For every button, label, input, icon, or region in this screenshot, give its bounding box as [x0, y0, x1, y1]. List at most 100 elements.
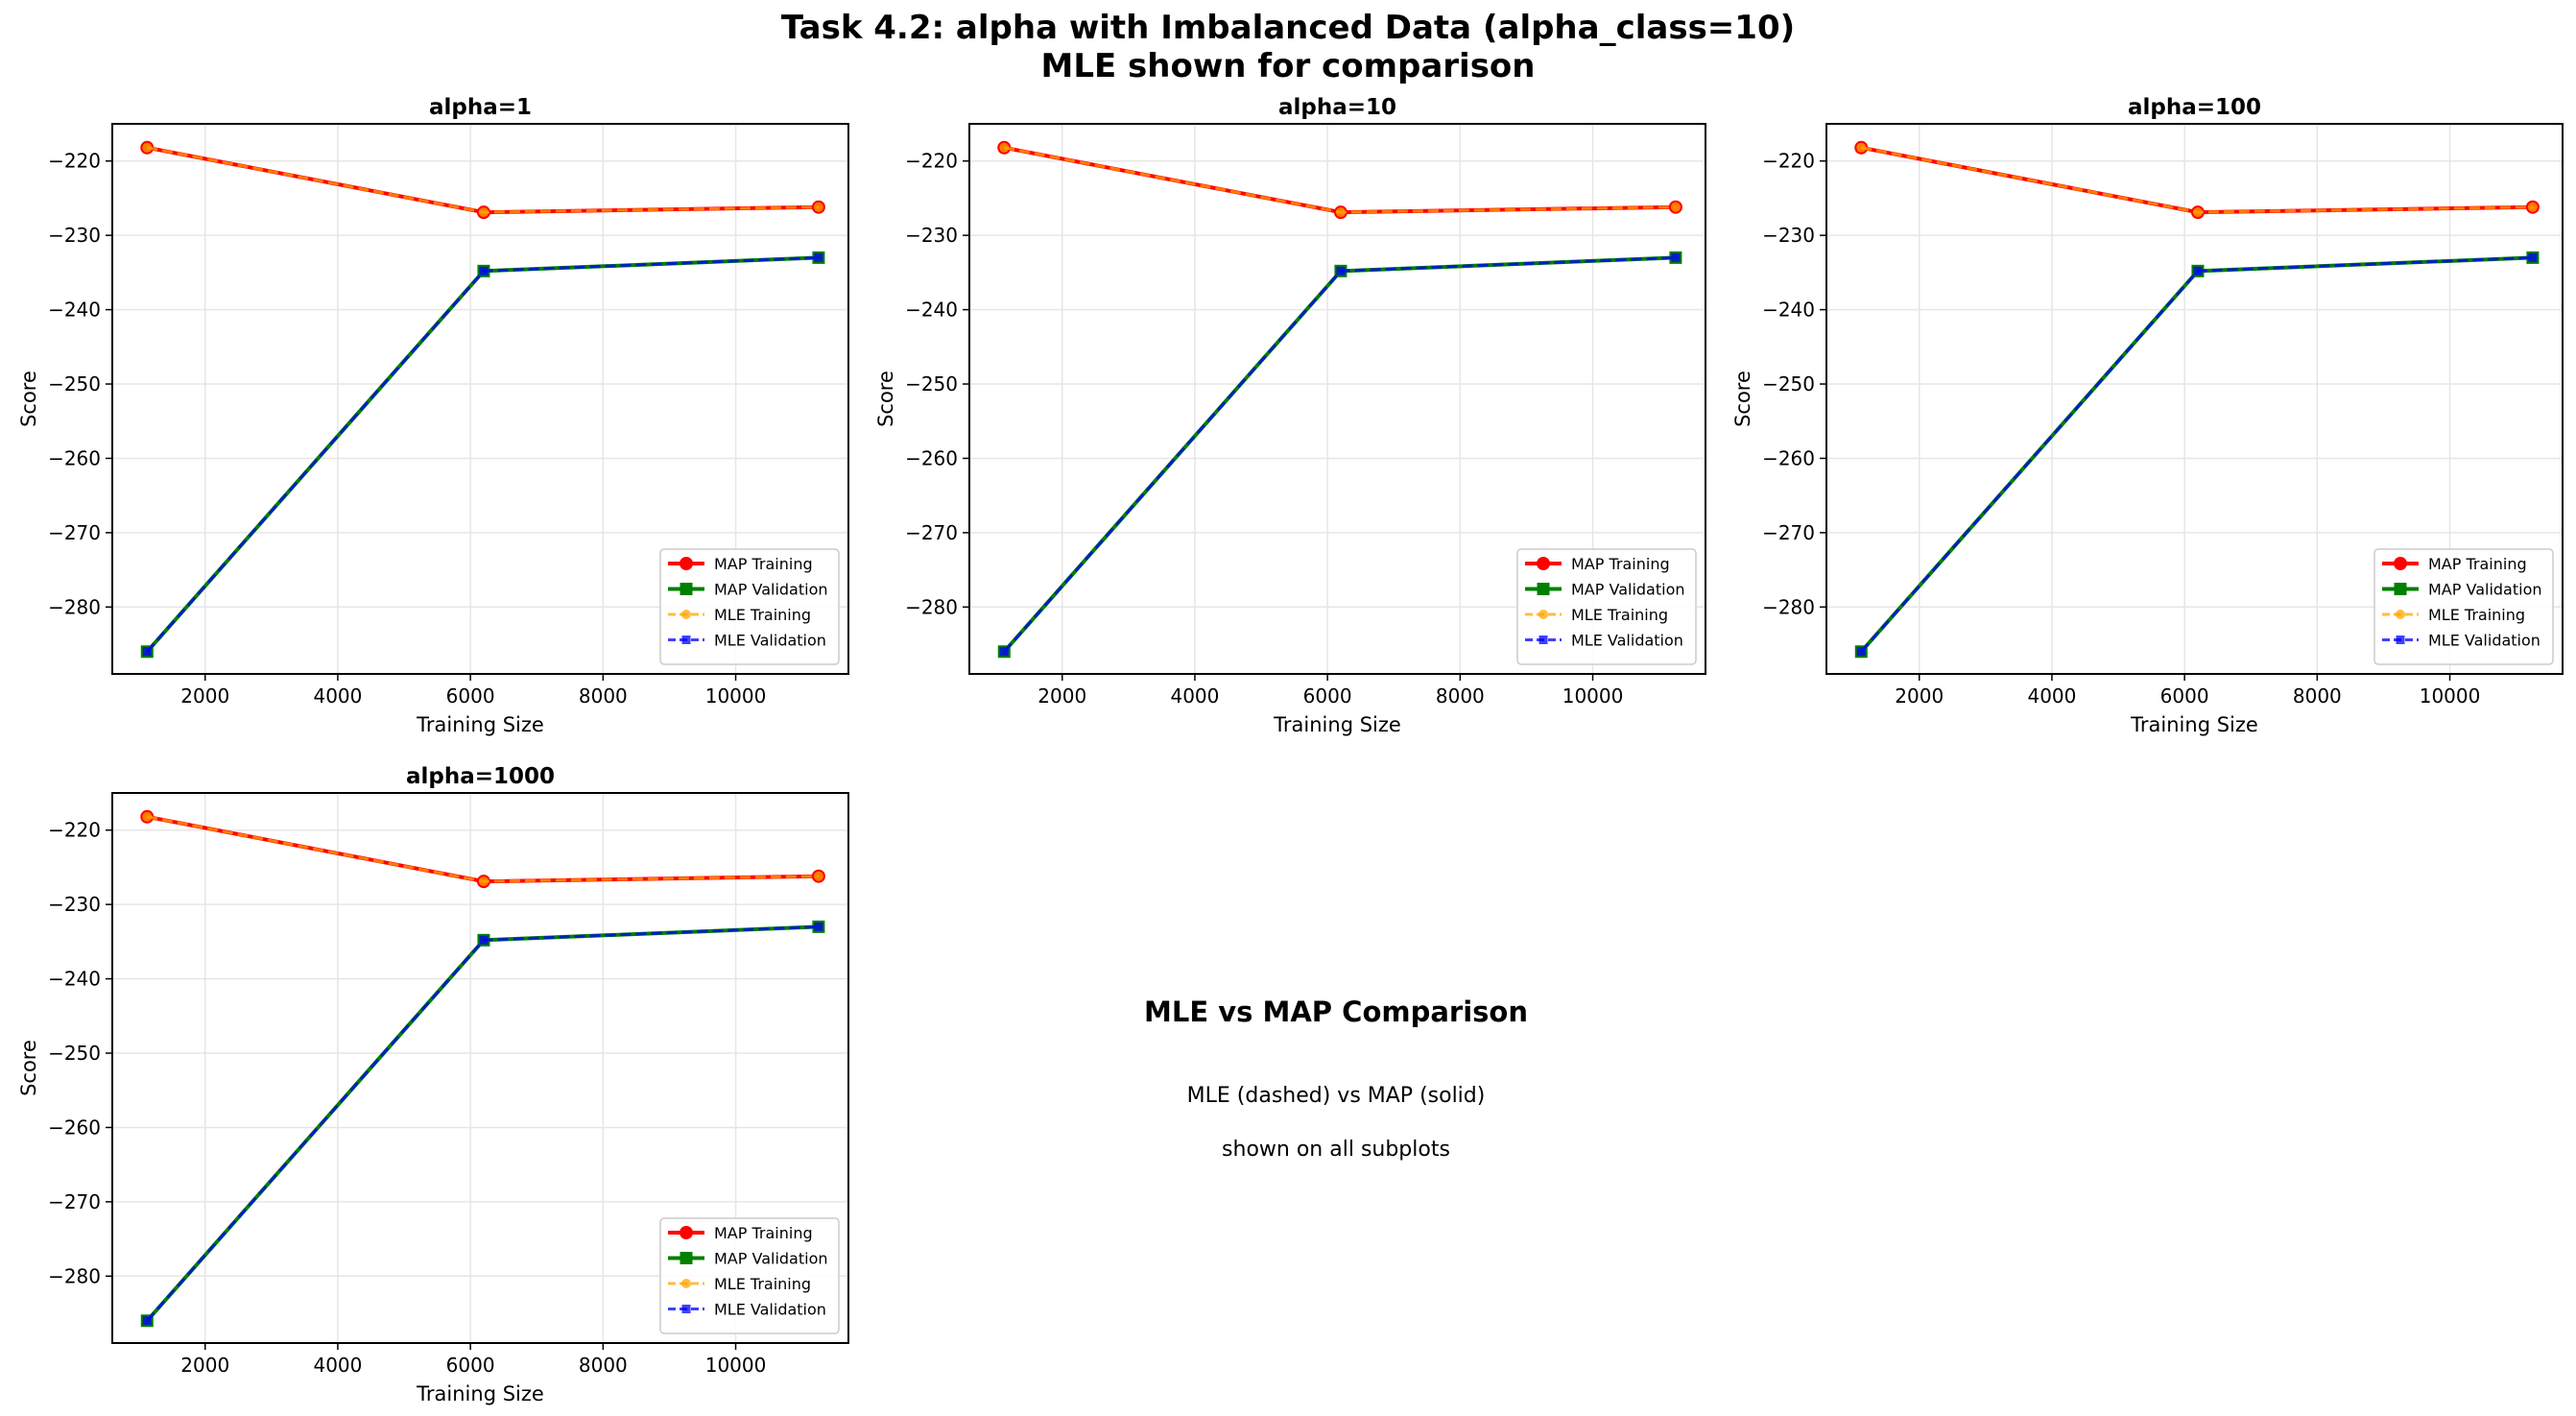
data-point-mle-validation — [2193, 266, 2203, 276]
legend-label-map-training: MAP Training — [714, 1224, 813, 1242]
figure-subtitle: MLE shown for comparison — [1040, 47, 1535, 85]
subplot-title: alpha=10 — [1278, 95, 1396, 120]
series-line-map-training — [146, 814, 819, 884]
subplot-alpha-1000: alpha=1000 2000 4000 6000 8000 10000 −220 −230 −… — [17, 764, 849, 1405]
subplot-alpha-10: alpha=10 2000 4000 6000 8000 10000 −220 −230 −24… — [874, 95, 1706, 736]
data-point-mle-training — [478, 876, 489, 887]
legend-marker-mle-training — [2396, 610, 2405, 619]
data-point-mle-validation — [479, 266, 489, 276]
y-axis-label: Score — [17, 1040, 40, 1096]
y-tick-label: −220 — [905, 150, 958, 173]
legend-marker-mle-training — [681, 1279, 691, 1288]
x-tick-label: 6000 — [446, 684, 495, 708]
y-tick-label: −260 — [1762, 446, 1815, 469]
y-tick-label: −220 — [1762, 150, 1815, 173]
x-tick-label: 6000 — [1303, 684, 1352, 708]
legend-label-mle-training: MLE Training — [1571, 606, 1668, 624]
y-tick-label: −250 — [1762, 372, 1815, 396]
legend-label-map-training: MAP Training — [714, 555, 813, 573]
data-point-mle-validation — [142, 647, 152, 657]
legend-box — [2373, 548, 2554, 665]
legend-label-mle-validation: MLE Validation — [2428, 632, 2540, 650]
y-tick-label: −240 — [48, 968, 101, 991]
legend-marker-map-validation — [2394, 583, 2407, 595]
legend-label-map-validation: MAP Validation — [714, 581, 828, 599]
series-line-mle-training — [146, 815, 819, 883]
legend-marker-mle-validation — [681, 636, 691, 644]
legend-label-map-training: MAP Training — [2428, 555, 2527, 573]
x-axis-label: Training Size — [416, 1382, 544, 1405]
y-tick-label: −250 — [48, 1042, 101, 1065]
data-point-mle-validation — [814, 252, 823, 262]
legend-marker-mle-validation — [681, 1305, 691, 1313]
legend-box — [1516, 548, 1697, 665]
y-axis-label: Score — [17, 371, 40, 427]
x-tick-label: 10000 — [705, 1354, 767, 1377]
x-tick-label: 6000 — [446, 1354, 495, 1377]
x-tick-label: 10000 — [705, 684, 767, 708]
legend-label-map-validation: MAP Validation — [714, 1250, 828, 1268]
data-point-mle-training — [813, 202, 823, 212]
x-tick-label: 8000 — [579, 1354, 628, 1377]
y-tick-label: −260 — [48, 446, 101, 469]
legend-marker-mle-validation — [1538, 636, 1548, 644]
data-point-mle-training — [478, 207, 489, 218]
y-tick-label: −260 — [48, 1116, 101, 1139]
legend-label-mle-validation: MLE Validation — [714, 1301, 826, 1319]
data-point-mle-training — [813, 871, 823, 881]
x-tick-label: 8000 — [1436, 684, 1485, 708]
note-title: MLE vs MAP Comparison — [1144, 996, 1528, 1028]
y-tick-label: −230 — [1762, 224, 1815, 247]
subplots: alpha=1 2000 4000 6000 8000 10000 −220 −230 −240… — [17, 95, 2564, 1405]
data-point-mle-validation — [142, 1316, 152, 1326]
y-tick-label: −270 — [1762, 521, 1815, 544]
subplot-title: alpha=1000 — [406, 764, 555, 789]
series-line-mle-training — [146, 146, 819, 214]
data-point-mle-validation — [2528, 252, 2538, 262]
legend-marker-mle-training — [681, 610, 691, 619]
data-point-mle-training — [2527, 202, 2538, 212]
data-point-mle-validation — [1856, 647, 1866, 657]
legend-label-map-training: MAP Training — [1571, 555, 1670, 573]
x-axis-label: Training Size — [416, 713, 544, 736]
legend-box — [659, 548, 840, 665]
y-tick-label: −240 — [905, 299, 958, 322]
y-tick-label: −270 — [48, 521, 101, 544]
x-tick-label: 4000 — [313, 1354, 362, 1377]
legend-marker-map-training — [1537, 557, 1550, 570]
series-line-map-training — [1860, 145, 2533, 215]
comparison-note: MLE vs MAP Comparison MLE (dashed) vs MA… — [1144, 996, 1528, 1162]
axes-frame — [1825, 123, 2564, 675]
legend: MAP Training MAP Validation MLE Training ML… — [2373, 548, 2554, 665]
legend-label-mle-validation: MLE Validation — [1571, 632, 1683, 650]
data-point-mle-training — [1335, 207, 1346, 218]
x-tick-label: 2000 — [180, 1354, 229, 1377]
y-tick-label: −280 — [905, 595, 958, 618]
x-tick-label: 2000 — [1895, 684, 1944, 708]
data-point-mle-training — [142, 142, 153, 153]
data-point-mle-validation — [814, 922, 823, 931]
series-line-mle-training — [1003, 146, 1676, 214]
legend-label-mle-training: MLE Training — [2428, 606, 2525, 624]
y-tick-label: −230 — [48, 893, 101, 916]
y-tick-label: −260 — [905, 446, 958, 469]
legend: MAP Training MAP Validation MLE Training ML… — [659, 548, 840, 665]
y-tick-label: −250 — [48, 372, 101, 396]
data-point-mle-validation — [1336, 266, 1346, 276]
y-tick-label: −280 — [48, 1264, 101, 1287]
y-tick-label: −280 — [1762, 595, 1815, 618]
legend-marker-map-training — [2394, 557, 2407, 570]
subplot-title: alpha=100 — [2128, 95, 2261, 120]
series-line-map-training — [1003, 145, 1676, 215]
legend: MAP Training MAP Validation MLE Training ML… — [659, 1217, 840, 1334]
x-tick-label: 8000 — [2293, 684, 2342, 708]
y-tick-label: −220 — [48, 819, 101, 842]
data-point-mle-training — [142, 811, 153, 822]
x-tick-label: 6000 — [2160, 684, 2209, 708]
y-tick-label: −230 — [48, 224, 101, 247]
series-line-mle-training — [1860, 146, 2533, 214]
x-axis-label: Training Size — [1273, 713, 1401, 736]
legend-label-mle-validation: MLE Validation — [714, 632, 826, 650]
x-tick-label: 2000 — [1038, 684, 1086, 708]
